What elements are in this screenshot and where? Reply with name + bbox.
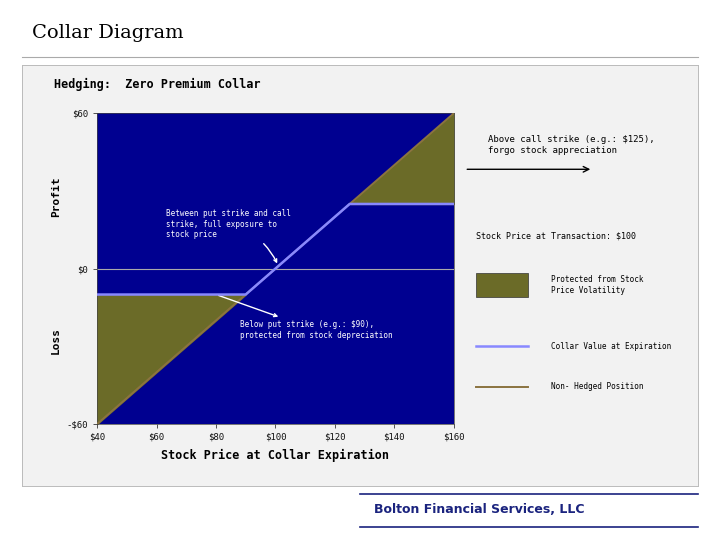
Text: Below put strike (e.g.: $90),
protected from stock depreciation: Below put strike (e.g.: $90), protected …	[219, 295, 392, 340]
Text: Stock Price at Transaction: $100: Stock Price at Transaction: $100	[476, 231, 636, 240]
Text: Above call strike (e.g.: $125),
forgo stock appreciation: Above call strike (e.g.: $125), forgo st…	[488, 135, 654, 154]
X-axis label: Stock Price at Collar Expiration: Stock Price at Collar Expiration	[161, 449, 390, 462]
FancyBboxPatch shape	[476, 273, 528, 296]
Text: Loss: Loss	[51, 327, 61, 354]
Text: Profit: Profit	[51, 177, 61, 218]
Text: Protected from Stock
Price Volatility: Protected from Stock Price Volatility	[551, 275, 644, 295]
Text: Between put strike and call
strike, full exposure to
stock price: Between put strike and call strike, full…	[166, 209, 290, 262]
Text: Hedging:  Zero Premium Collar: Hedging: Zero Premium Collar	[54, 78, 261, 91]
Text: Collar Diagram: Collar Diagram	[32, 24, 184, 42]
Text: Collar Value at Expiration: Collar Value at Expiration	[551, 342, 671, 351]
Text: Bolton Financial Services, LLC: Bolton Financial Services, LLC	[374, 503, 585, 516]
Text: Non- Hedged Position: Non- Hedged Position	[551, 382, 644, 391]
